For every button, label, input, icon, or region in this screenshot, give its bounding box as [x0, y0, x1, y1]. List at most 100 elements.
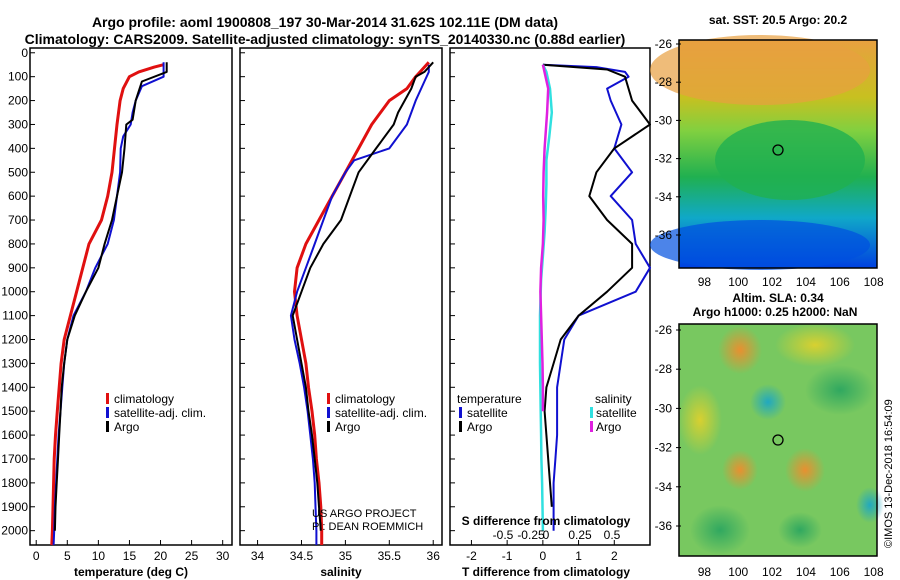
- legend-label-climatology: climatology: [114, 392, 174, 406]
- legend-swatch-temp-argo: [459, 421, 462, 432]
- x-tick-label: 0: [33, 549, 40, 563]
- lat-tick-label: -32: [655, 152, 673, 166]
- x-tick-label: 5: [64, 549, 71, 563]
- x-tick-label: 34: [251, 549, 265, 563]
- x-tick-label: 2: [611, 549, 618, 563]
- depth-tick-label: 1800: [1, 476, 28, 490]
- legend-swatch-temp-satellite: [459, 407, 462, 418]
- imos-watermark: ©IMOS 13-Dec-2018 16:54:09: [883, 399, 895, 548]
- legend-swatch-climatology: [327, 393, 330, 404]
- legend-swatch-argo: [106, 421, 109, 432]
- x-tick-label: 35.5: [378, 549, 402, 563]
- pi-credit: PI: DEAN ROEMMICH: [312, 521, 423, 533]
- lat-tick-label: -34: [655, 480, 673, 494]
- x-tick-label: -1: [502, 549, 513, 563]
- legend-label-climatology: climatology: [335, 392, 395, 406]
- series-line-temperature-argo: [542, 63, 651, 507]
- sst-map-frame: [678, 39, 878, 269]
- sla-map: [678, 323, 884, 557]
- depth-tick-label: 1900: [1, 500, 28, 514]
- lat-tick-label: -28: [655, 362, 673, 376]
- x-tick-label: 35: [339, 549, 353, 563]
- depth-tick-label: 1100: [2, 309, 28, 323]
- depth-tick-label: 2000: [1, 524, 28, 538]
- legend-swatch-satellite: [106, 407, 109, 418]
- series-line-argo: [53, 62, 168, 531]
- lat-tick-label: -26: [655, 37, 673, 51]
- legend-label-argo: Argo: [114, 420, 140, 434]
- legend-label-sal-satellite: satellite: [596, 406, 637, 420]
- difference-x-label: T difference from climatology: [462, 565, 630, 579]
- sst-longitude-axis: 98 100 102 104 106 108: [698, 275, 884, 289]
- legend-label-satellite: satellite-adj. clim.: [335, 406, 427, 420]
- sla-map-title-line1: Altim. SLA: 0.34: [732, 291, 824, 305]
- series-line-salinity-argo: [539, 64, 550, 412]
- project-credit: US ARGO PROJECT: [312, 508, 417, 520]
- sla-high-anomaly: [718, 326, 762, 374]
- lon-tick-label: 102: [762, 565, 782, 579]
- lon-tick-label: 106: [830, 565, 850, 579]
- lat-tick-label: -30: [655, 113, 673, 127]
- difference-legend: temperature salinity satellite Argo sate…: [457, 392, 637, 434]
- lat-tick-label: -34: [655, 190, 673, 204]
- s-diff-tick-label: -0.25: [517, 528, 545, 542]
- lon-tick-label: 104: [796, 275, 816, 289]
- legend-label-argo: Argo: [335, 420, 361, 434]
- series-line-climatology: [50, 63, 164, 546]
- sla-longitude-axis: 98 100 102 104 106 108: [698, 565, 884, 579]
- depth-tick-label: 0: [21, 46, 28, 60]
- x-tick-label: 34.5: [290, 549, 314, 563]
- s-diff-tick-label: 0: [543, 528, 550, 542]
- legend-title-temperature: temperature: [457, 392, 522, 406]
- s-diff-tick-label: 0.5: [604, 528, 621, 542]
- sla-high-anomaly: [722, 450, 758, 490]
- series-line-argo: [291, 61, 434, 531]
- lat-tick-label: -36: [655, 519, 673, 533]
- temperature-legend: climatology satellite-adj. clim. Argo: [106, 392, 206, 434]
- legend-swatch-climatology: [106, 393, 109, 404]
- sst-blue-region: [650, 220, 870, 270]
- x-tick-label: -2: [466, 549, 477, 563]
- depth-tick-label: 1500: [1, 404, 28, 418]
- temperature-plot: [50, 62, 168, 546]
- sla-neutral-anomaly: [805, 365, 875, 415]
- x-tick-label: 15: [123, 549, 137, 563]
- sst-green-region: [715, 120, 865, 200]
- sla-raised-anomaly: [775, 323, 855, 367]
- x-tick-label: 30: [216, 549, 230, 563]
- depth-tick-label: 500: [8, 165, 28, 179]
- salinity-plot: [289, 61, 434, 545]
- sst-argo-location-marker: [772, 144, 784, 156]
- x-tick-label: 20: [154, 549, 168, 563]
- sla-map-title-line2: Argo h1000: 0.25 h2000: NaN: [693, 305, 858, 319]
- sla-raised-anomaly: [678, 385, 722, 455]
- legend-swatch-argo: [327, 421, 330, 432]
- figure-title-line2: Climatology: CARS2009. Satellite-adjuste…: [25, 31, 626, 47]
- lon-tick-label: 104: [796, 565, 816, 579]
- depth-tick-label: 1300: [1, 356, 28, 370]
- temperature-panel-frame: [29, 47, 233, 546]
- s-diff-tick-label: 0.25: [568, 528, 592, 542]
- depth-tick-label: 700: [8, 213, 28, 227]
- lon-tick-label: 106: [830, 275, 850, 289]
- salinity-x-axis: 34 34.5 35 35.5 36: [251, 540, 440, 563]
- sst-map: [650, 35, 878, 270]
- lat-tick-label: -28: [655, 75, 673, 89]
- depth-axis: 0 100 200 300 400 500 600 700 800 900 1000 1100 1200…: [1, 46, 455, 538]
- depth-tick-label: 800: [8, 237, 28, 251]
- sla-neutral-anomaly: [690, 505, 750, 555]
- x-tick-label: 10: [92, 549, 106, 563]
- lon-tick-label: 108: [864, 275, 884, 289]
- figure-title-line1: Argo profile: aoml 1900808_197 30-Mar-20…: [92, 14, 558, 30]
- depth-tick-label: 100: [8, 70, 28, 84]
- lat-tick-label: -30: [655, 401, 673, 415]
- sla-low-anomaly: [750, 384, 786, 420]
- series-line-temperature-satellite: [542, 63, 651, 531]
- x-tick-label: 0: [540, 549, 547, 563]
- depth-tick-label: 1000: [1, 285, 28, 299]
- depth-tick-label: 1700: [1, 452, 28, 466]
- temperature-x-label: temperature (deg C): [74, 565, 188, 579]
- depth-tick-label: 1400: [1, 380, 28, 394]
- sla-low-anomaly: [778, 512, 822, 548]
